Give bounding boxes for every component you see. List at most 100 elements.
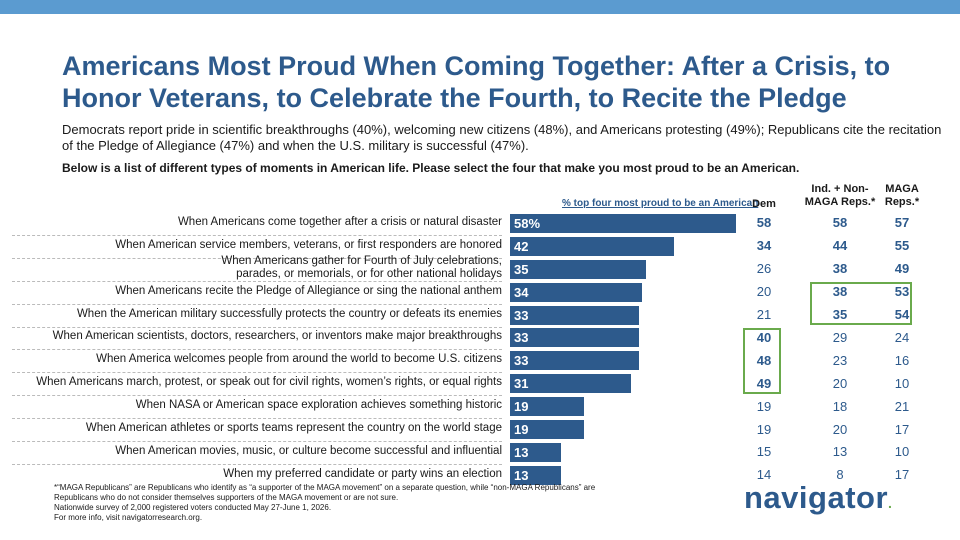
column-value: 49 <box>894 261 910 277</box>
bar <box>510 351 639 371</box>
column-value: 8 <box>836 467 844 483</box>
chart-title: Americans Most Proud When Coming Togethe… <box>62 51 891 113</box>
column-value: 14 <box>756 467 772 483</box>
bar <box>510 374 631 394</box>
row-divider <box>12 326 502 328</box>
column-value: 26 <box>756 261 772 277</box>
column-header-ind-nonmaga: Ind. + Non-MAGA Reps.* <box>804 183 876 208</box>
bar-value-label: 58% <box>514 215 541 231</box>
bar <box>510 236 674 256</box>
column-value: 17 <box>894 467 910 483</box>
category-label: When Americans gather for Fourth of July… <box>221 255 502 281</box>
category-label: When my preferred candidate or party win… <box>223 467 502 480</box>
footnote-line: For more info, visit navigatorresearch.o… <box>54 513 203 522</box>
column-value: 20 <box>832 421 848 437</box>
column-value: 48 <box>756 352 772 368</box>
category-label: When Americans march, protest, or speak … <box>36 376 502 389</box>
column-value: 54 <box>894 307 910 323</box>
column-value: 16 <box>894 352 910 368</box>
bar-value-label: 33 <box>514 307 529 323</box>
bar <box>510 328 639 348</box>
bar-value-label: 19 <box>514 422 529 438</box>
category-label: When Americans recite the Pledge of Alle… <box>115 284 502 297</box>
footnote-line: Nationwide survey of 2,000 registered vo… <box>54 503 332 512</box>
column-value: 19 <box>756 398 772 414</box>
column-value: 23 <box>832 352 848 368</box>
logo-mark: . <box>888 495 893 511</box>
bar-value-label: 13 <box>514 467 529 483</box>
chart-subtitle: Democrats report pride in scientific bre… <box>62 122 942 153</box>
bar-value-label: 35 <box>514 261 529 277</box>
row-divider <box>12 257 502 259</box>
highlight-box <box>743 327 781 395</box>
bar <box>510 397 585 417</box>
bar-value-label: 31 <box>514 376 529 392</box>
bar <box>510 465 561 485</box>
bar-value-label: 33 <box>514 330 529 346</box>
bar <box>510 305 639 325</box>
row-divider <box>12 372 502 374</box>
bar-value-label: 13 <box>514 444 529 460</box>
column-value: 57 <box>894 215 910 231</box>
category-label: When American scientists, doctors, resea… <box>52 330 502 343</box>
column-value: 49 <box>756 375 772 391</box>
row-divider <box>12 418 502 420</box>
column-value: 10 <box>894 375 910 391</box>
column-header-maga: MAGA Reps.* <box>884 183 920 208</box>
column-value: 29 <box>832 329 848 345</box>
column-value: 10 <box>894 444 910 460</box>
bar-value-label: 42 <box>514 238 529 254</box>
category-label: When the American military successfully … <box>76 307 502 320</box>
row-divider <box>12 463 502 465</box>
column-value: 58 <box>756 215 772 231</box>
row-divider <box>12 349 502 351</box>
bar <box>510 259 647 279</box>
row-divider <box>12 234 502 236</box>
footnote: *“MAGA Republicans” are Republicans who … <box>54 483 694 523</box>
column-value: 55 <box>894 238 910 254</box>
column-value: 34 <box>756 238 772 254</box>
column-value: 21 <box>756 307 772 323</box>
column-value: 19 <box>756 421 772 437</box>
column-value: 35 <box>832 307 848 323</box>
column-value: 58 <box>832 215 848 231</box>
column-value: 18 <box>832 398 848 414</box>
column-value: 20 <box>832 375 848 391</box>
navigator-logo: navigator. <box>744 480 892 516</box>
column-value: 24 <box>894 329 910 345</box>
row-divider <box>12 395 502 397</box>
column-value: 44 <box>832 238 848 254</box>
bar-column-header: % top four most proud to be an American <box>562 198 759 209</box>
bar-value-label: 19 <box>514 399 529 415</box>
category-label: When American movies, music, or culture … <box>115 444 502 457</box>
category-label: When Americans come together after a cri… <box>177 215 502 228</box>
logo-text: navigator <box>744 480 889 515</box>
column-value: 17 <box>894 421 910 437</box>
row-divider <box>12 280 502 282</box>
bar-value-label: 34 <box>514 284 529 300</box>
row-divider <box>12 441 502 442</box>
bar <box>510 442 561 462</box>
column-value: 53 <box>894 284 910 300</box>
column-value: 21 <box>894 398 910 414</box>
bar-value-label: 33 <box>514 353 529 369</box>
category-label: When America welcomes people from around… <box>96 353 502 366</box>
column-value: 15 <box>756 444 772 460</box>
bar <box>510 282 643 302</box>
category-label: When American athletes or sports teams r… <box>85 422 502 435</box>
footnote-line: Republicans who do not consider themselv… <box>54 493 399 502</box>
column-header-dem: Dem <box>752 198 776 210</box>
column-value: 20 <box>756 284 772 300</box>
category-label: When American service members, veterans,… <box>115 238 502 251</box>
column-value: 40 <box>756 329 772 345</box>
survey-question: Below is a list of different types of mo… <box>62 161 800 175</box>
column-value: 38 <box>832 284 848 300</box>
footnote-line: *“MAGA Republicans” are Republicans who … <box>54 483 596 492</box>
category-label: When NASA or American space exploration … <box>135 399 502 412</box>
column-value: 13 <box>832 444 848 460</box>
bar <box>510 420 585 440</box>
row-divider <box>12 303 502 305</box>
highlight-box <box>810 281 912 326</box>
bar <box>510 213 736 233</box>
column-value: 38 <box>832 261 848 277</box>
